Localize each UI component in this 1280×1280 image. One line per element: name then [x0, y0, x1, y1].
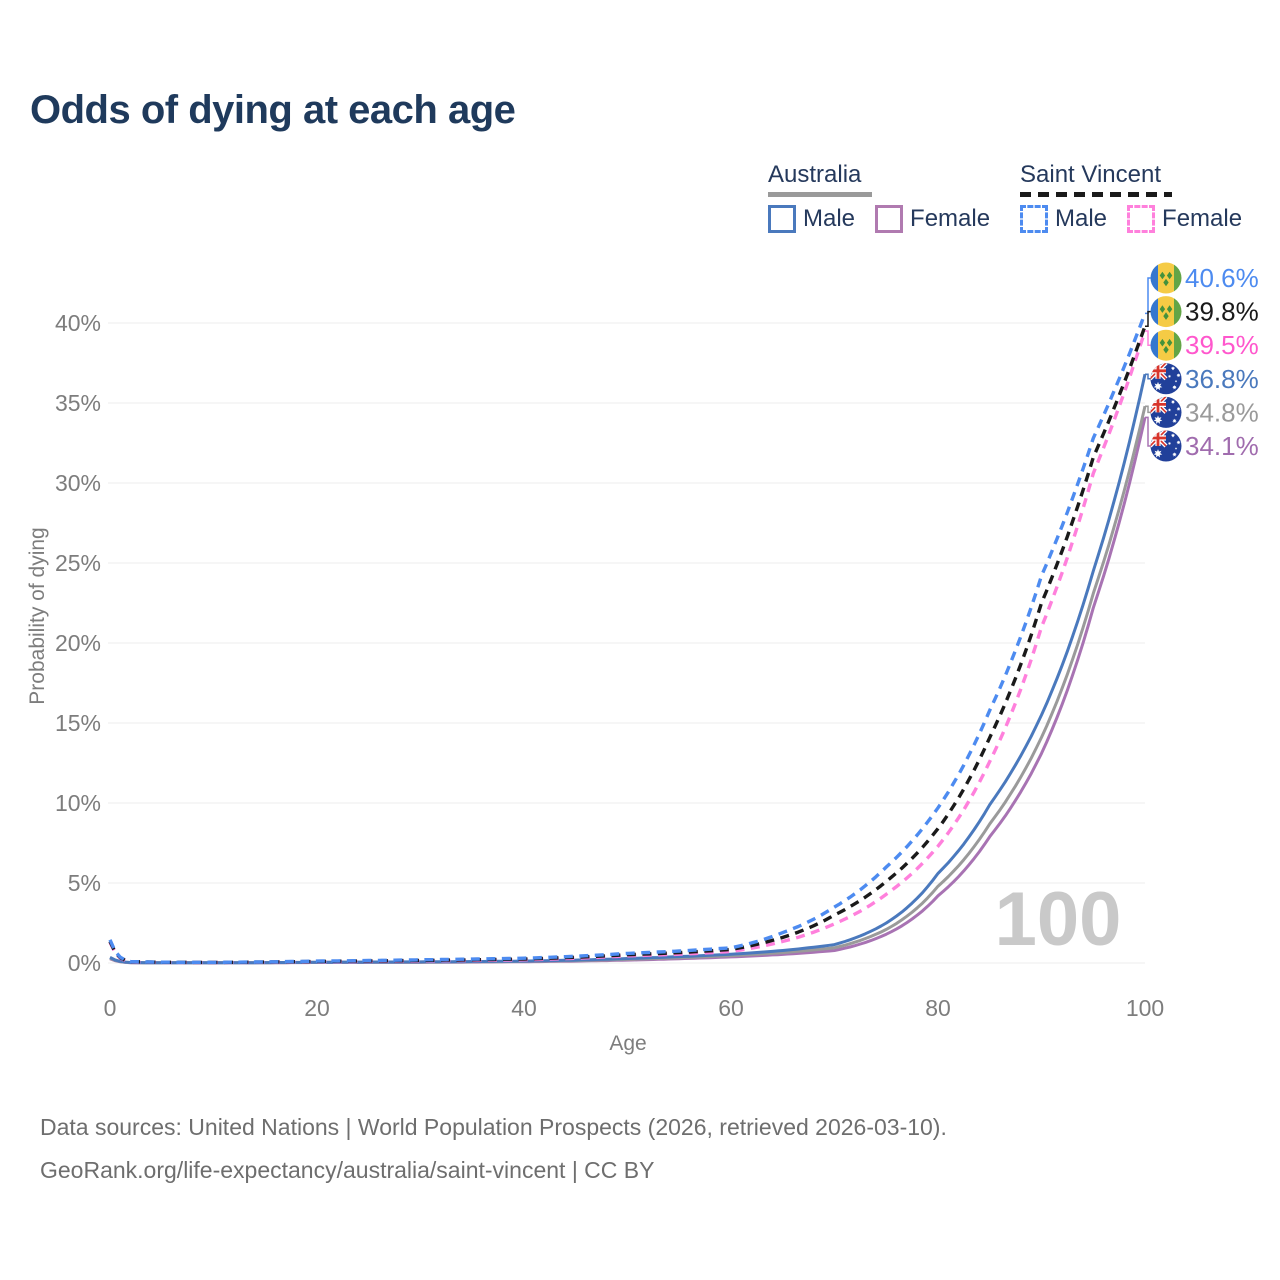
legend-item-label: Female: [1162, 205, 1243, 232]
australia-male-swatch: [768, 205, 796, 233]
legend-item-saint-vincent-male[interactable]: Male: [1020, 205, 1107, 233]
y-tick-label: 20%: [55, 630, 101, 656]
saint-vincent-male-swatch: [1020, 205, 1048, 233]
x-tick-label: 0: [104, 995, 117, 1021]
series-line-sv_female[interactable]: [108, 330, 1147, 965]
legend-item-label: Male: [1055, 205, 1108, 232]
x-tick-label: 60: [718, 995, 744, 1021]
legend-group-saint-vincent: Saint Vincent Male Female: [1020, 161, 1242, 233]
footer: Data sources: United Nations | World Pop…: [40, 1106, 947, 1192]
australia-flag-icon: [1150, 396, 1182, 428]
y-tick-label: 40%: [55, 310, 101, 336]
leader-line-sv_male: [1145, 277, 1151, 315]
legend-item-label: Female: [910, 205, 991, 232]
y-tick-label: 25%: [55, 550, 101, 576]
leader-line-au_combined: [1145, 405, 1151, 414]
data-sources-line: Data sources: United Nations | World Pop…: [40, 1114, 947, 1140]
legend-item-saint-vincent-female[interactable]: Female: [1127, 205, 1242, 233]
leader-line-au_female: [1145, 416, 1151, 447]
saint-vincent-combined-line-swatch: [1020, 192, 1172, 197]
y-tick-label: 30%: [55, 470, 101, 496]
y-axis-title: Probability of dying: [26, 527, 49, 704]
series-line-au_combined[interactable]: [109, 405, 1147, 965]
x-tick-label: 20: [304, 995, 330, 1021]
series-line-au_male[interactable]: [109, 373, 1147, 965]
y-tick-label: 10%: [55, 790, 101, 816]
x-tick-label: 100: [1126, 995, 1164, 1021]
australia-flag-icon: [1150, 363, 1182, 395]
legend-australia-title: Australia: [768, 161, 862, 188]
page-title: Odds of dying at each age: [30, 88, 516, 132]
end-value-label-au_combined: 34.8%: [1185, 397, 1259, 427]
axes-layer: 0% 5% 10% 15% 20% 25% 30% 35% 40% 0 20 40 60 80 100: [55, 310, 1164, 1021]
y-tick-label: 5%: [68, 870, 101, 896]
end-value-label-sv_female: 39.5%: [1185, 330, 1259, 360]
saint-vincent-flag-icon: [1150, 262, 1182, 294]
end-value-label-au_male: 36.8%: [1185, 364, 1259, 394]
x-tick-label: 80: [925, 995, 951, 1021]
series-line-sv_male[interactable]: [108, 312, 1147, 965]
leader-line-sv_combined: [1145, 310, 1151, 327]
end-value-label-sv_male: 40.6%: [1185, 263, 1259, 293]
x-tick-label: 40: [511, 995, 537, 1021]
end-value-label-sv_combined: 39.8%: [1185, 297, 1259, 327]
legend-item-label: Male: [803, 205, 856, 232]
leader-line-au_male: [1145, 373, 1151, 380]
y-tick-label: 15%: [55, 710, 101, 736]
series-line-sv_combined[interactable]: [108, 325, 1147, 965]
saint-vincent-flag-icon: [1150, 296, 1182, 328]
series-line-au_female[interactable]: [109, 417, 1147, 965]
saint-vincent-flag-icon: [1150, 329, 1182, 361]
series-layer: 40.6% 39.8%39.5% 36.8%34.8% 34.1%: [108, 262, 1259, 965]
saint-vincent-female-swatch: [1127, 205, 1156, 233]
leader-line-sv_female: [1145, 330, 1151, 346]
attribution-line: GeoRank.org/life-expectancy/australia/sa…: [40, 1157, 655, 1183]
legend-saint-vincent-title: Saint Vincent: [1020, 161, 1161, 188]
end-value-label-au_female: 34.1%: [1185, 431, 1259, 461]
legend-item-australia-female[interactable]: Female: [875, 205, 990, 233]
y-tick-label: 0%: [68, 950, 101, 976]
legend-item-australia-male[interactable]: Male: [768, 205, 855, 233]
australia-female-swatch: [875, 205, 904, 233]
legend-group-australia: Australia Male Female: [768, 161, 990, 233]
x-axis-title: Age: [609, 1032, 646, 1055]
australia-flag-icon: [1150, 430, 1182, 462]
y-tick-label: 35%: [55, 390, 101, 416]
hover-age-watermark: 100: [995, 877, 1122, 962]
australia-combined-line-swatch: [768, 192, 872, 197]
